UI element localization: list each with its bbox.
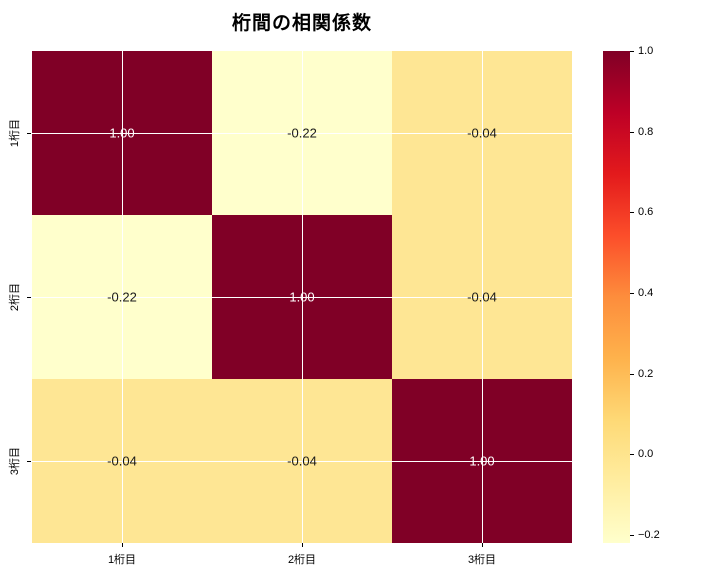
colorbar-tick-mark: [630, 131, 634, 133]
cell-value-label: 1.00: [469, 453, 495, 469]
colorbar-tick-mark: [630, 51, 634, 52]
colorbar-tick-mark: [630, 534, 634, 536]
colorbar: [603, 51, 630, 543]
y-tick-mark: [27, 297, 31, 298]
y-tick-label: 3桁目: [9, 446, 21, 476]
chart-title: 桁間の相関係数: [231, 13, 372, 34]
x-tick-label: 3桁目: [467, 554, 497, 566]
cell-value-label: -0.04: [467, 125, 497, 141]
x-tick-mark: [122, 543, 123, 547]
colorbar-tick-label: 0.4: [638, 286, 654, 299]
colorbar-tick-mark: [630, 373, 634, 375]
colorbar-tick-label: 0.2: [638, 367, 654, 380]
colorbar-tick-label: 0.6: [638, 206, 654, 219]
y-tick-label: 2桁目: [9, 282, 21, 312]
y-tick-label: 1桁目: [9, 118, 21, 148]
x-tick-mark: [482, 543, 483, 547]
colorbar-tick-mark: [630, 292, 634, 294]
grid-line-horizontal: [32, 297, 572, 298]
cell-value-label: -0.22: [107, 289, 137, 305]
colorbar-tick-mark: [630, 454, 634, 456]
colorbar-tick-label: 0.0: [638, 448, 654, 461]
cell-value-label: -0.22: [287, 125, 317, 141]
grid-line-horizontal: [32, 461, 572, 462]
x-tick-mark: [302, 543, 303, 547]
grid-line-vertical: [482, 51, 483, 543]
colorbar-tick-label: 1.0: [638, 45, 654, 57]
cell-value-label: -0.04: [467, 289, 497, 305]
x-tick-label: 2桁目: [287, 554, 317, 566]
colorbar-tick-mark: [630, 212, 634, 214]
cell-value-label: 1.00: [289, 289, 315, 305]
y-tick-mark: [27, 133, 31, 134]
heatmap-plot-area: 1.00 -0.22 -0.04 -0.22 1.00 -0.04 -0.04 -0.04 1.…: [32, 51, 572, 543]
colorbar-tick-label: −0.2: [638, 528, 660, 541]
cell-value-label: -0.04: [107, 453, 137, 469]
cell-value-label: -0.04: [287, 453, 317, 469]
colorbar-tick-label: 0.8: [638, 125, 654, 138]
y-tick-mark: [27, 461, 31, 462]
x-tick-label: 1桁目: [107, 554, 137, 566]
cell-value-label: 1.00: [109, 125, 135, 141]
